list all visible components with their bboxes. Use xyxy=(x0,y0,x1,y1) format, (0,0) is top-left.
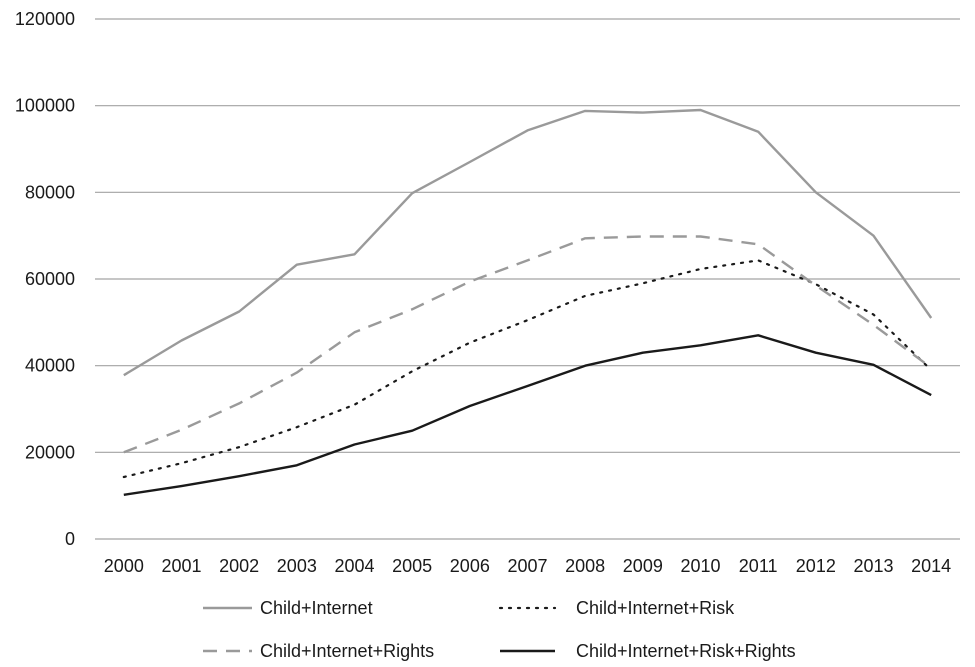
x-tick-label: 2005 xyxy=(392,556,432,576)
x-axis-ticks: 2000 2001 2002 2003 2004 2005 2006 2007 2008 2009… xyxy=(104,556,951,576)
legend-label: Child+Internet+Risk+Rights xyxy=(576,641,796,661)
x-tick-label: 2001 xyxy=(161,556,201,576)
legend-label: Child+Internet+Rights xyxy=(260,641,434,661)
legend-item: Child+Internet+Risk xyxy=(498,598,735,618)
y-tick-label: 80000 xyxy=(25,182,75,202)
y-tick-label: 40000 xyxy=(25,356,75,376)
x-tick-label: 2000 xyxy=(104,556,144,576)
legend-label: Child+Internet xyxy=(260,598,373,618)
y-tick-label: 0 xyxy=(65,529,75,549)
y-tick-label: 20000 xyxy=(25,442,75,462)
x-tick-label: 2008 xyxy=(565,556,605,576)
x-tick-label: 2014 xyxy=(911,556,951,576)
x-tick-label: 2006 xyxy=(450,556,490,576)
gridlines xyxy=(95,18,960,540)
x-tick-label: 2009 xyxy=(623,556,663,576)
series-line-2 xyxy=(122,259,933,479)
x-tick-label: 2010 xyxy=(680,556,720,576)
y-tick-label: 100000 xyxy=(15,96,75,116)
series-line-1 xyxy=(123,108,933,377)
legend-item: Child+Internet+Rights xyxy=(203,641,434,661)
x-tick-label: 2002 xyxy=(219,556,259,576)
y-tick-label: 60000 xyxy=(25,269,75,289)
x-tick-label: 2011 xyxy=(739,556,778,576)
x-tick-label: 2013 xyxy=(853,556,893,576)
series-line-4 xyxy=(123,334,932,496)
x-tick-label: 2004 xyxy=(334,556,374,576)
legend: Child+Internet Child+Internet+Risk Child+I… xyxy=(203,598,796,661)
y-tick-label: 120000 xyxy=(15,9,75,29)
legend-label: Child+Internet+Risk xyxy=(576,598,735,618)
x-tick-label: 2012 xyxy=(796,556,836,576)
x-tick-label: 2007 xyxy=(507,556,547,576)
y-axis-ticks: 0 20000 40000 60000 80000 100000 120000 xyxy=(15,9,75,549)
series-line-3 xyxy=(123,235,932,454)
legend-item: Child+Internet xyxy=(203,598,373,618)
series-lines xyxy=(122,108,933,496)
x-tick-label: 2003 xyxy=(277,556,317,576)
legend-item: Child+Internet+Risk+Rights xyxy=(500,641,796,661)
